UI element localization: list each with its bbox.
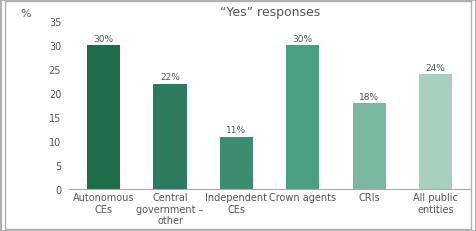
- Bar: [419, 75, 452, 190]
- Text: 11%: 11%: [227, 126, 247, 135]
- Text: 22%: 22%: [160, 73, 180, 82]
- Title: “Yes” responses: “Yes” responses: [219, 6, 320, 18]
- Text: 18%: 18%: [359, 92, 379, 101]
- Text: 24%: 24%: [426, 64, 446, 73]
- Bar: [87, 46, 120, 190]
- Bar: [153, 85, 187, 190]
- Bar: [286, 46, 319, 190]
- Text: %: %: [20, 9, 31, 19]
- Bar: [220, 137, 253, 190]
- Text: 30%: 30%: [293, 35, 313, 44]
- Bar: [353, 104, 386, 190]
- Text: 30%: 30%: [94, 35, 114, 44]
